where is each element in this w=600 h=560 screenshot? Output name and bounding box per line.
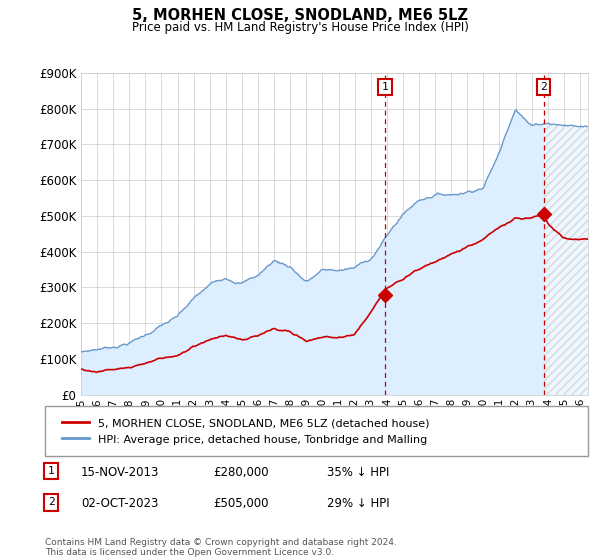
Text: 2: 2 [47, 497, 55, 507]
Text: Contains HM Land Registry data © Crown copyright and database right 2024.
This d: Contains HM Land Registry data © Crown c… [45, 538, 397, 557]
Text: 35% ↓ HPI: 35% ↓ HPI [327, 466, 389, 479]
Text: 5, MORHEN CLOSE, SNODLAND, ME6 5LZ: 5, MORHEN CLOSE, SNODLAND, ME6 5LZ [132, 8, 468, 24]
Text: 02-OCT-2023: 02-OCT-2023 [81, 497, 158, 510]
Text: Price paid vs. HM Land Registry's House Price Index (HPI): Price paid vs. HM Land Registry's House … [131, 21, 469, 34]
Text: 29% ↓ HPI: 29% ↓ HPI [327, 497, 389, 510]
Text: 2: 2 [541, 82, 547, 92]
Text: 1: 1 [47, 466, 55, 476]
Text: 15-NOV-2013: 15-NOV-2013 [81, 466, 160, 479]
Text: £280,000: £280,000 [213, 466, 269, 479]
Text: 1: 1 [382, 82, 388, 92]
Legend: 5, MORHEN CLOSE, SNODLAND, ME6 5LZ (detached house), HPI: Average price, detache: 5, MORHEN CLOSE, SNODLAND, ME6 5LZ (deta… [56, 412, 435, 450]
Text: £505,000: £505,000 [213, 497, 269, 510]
